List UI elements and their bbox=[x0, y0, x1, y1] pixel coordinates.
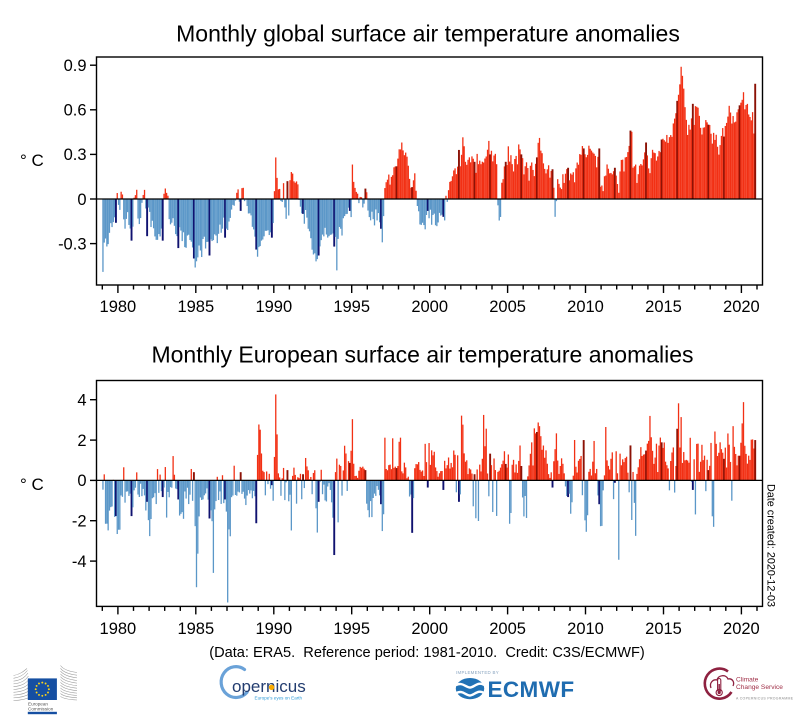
svg-text:0: 0 bbox=[77, 472, 86, 490]
svg-text:0: 0 bbox=[77, 191, 86, 209]
svg-text:2015: 2015 bbox=[645, 298, 682, 316]
svg-text:Climate: Climate bbox=[736, 677, 759, 684]
svg-text:2000: 2000 bbox=[411, 620, 448, 638]
svg-text:2010: 2010 bbox=[567, 298, 604, 316]
svg-text:IMPLEMENTED BY: IMPLEMENTED BY bbox=[456, 670, 499, 675]
svg-text:2005: 2005 bbox=[489, 620, 526, 638]
svg-text:1995: 1995 bbox=[333, 620, 370, 638]
svg-text:-0.3: -0.3 bbox=[58, 235, 86, 253]
svg-text:Commission: Commission bbox=[28, 707, 54, 712]
svg-text:1985: 1985 bbox=[177, 620, 214, 638]
svg-text:0.6: 0.6 bbox=[64, 102, 87, 120]
svg-text:2020: 2020 bbox=[723, 620, 760, 638]
svg-text:2020: 2020 bbox=[723, 298, 760, 316]
svg-text:1990: 1990 bbox=[255, 620, 292, 638]
svg-text:opernicus: opernicus bbox=[232, 677, 306, 696]
svg-text:Date created: 2020-12-03: Date created: 2020-12-03 bbox=[765, 484, 777, 607]
svg-text:European: European bbox=[28, 702, 48, 707]
svg-text:0.9: 0.9 bbox=[64, 57, 87, 75]
svg-text:1990: 1990 bbox=[255, 298, 292, 316]
svg-text:Change Service: Change Service bbox=[736, 684, 783, 691]
svg-text:1985: 1985 bbox=[177, 298, 214, 316]
svg-text:2015: 2015 bbox=[645, 620, 682, 638]
svg-text:Europe's eyes on Earth: Europe's eyes on Earth bbox=[255, 695, 303, 700]
svg-text:1980: 1980 bbox=[100, 620, 137, 638]
svg-text:ECMWF: ECMWF bbox=[488, 677, 575, 702]
svg-text:-4: -4 bbox=[72, 553, 87, 571]
svg-text:Monthly European surface air t: Monthly European surface air temperature… bbox=[151, 342, 693, 368]
svg-text:4: 4 bbox=[77, 392, 86, 410]
svg-text:2010: 2010 bbox=[567, 620, 604, 638]
svg-text:2: 2 bbox=[77, 432, 86, 450]
svg-text:° C: ° C bbox=[20, 475, 44, 494]
svg-text:A COPERNICUS PROGRAMME: A COPERNICUS PROGRAMME bbox=[736, 697, 794, 701]
svg-text:1995: 1995 bbox=[333, 298, 370, 316]
svg-text:Monthly global surface air tem: Monthly global surface air temperature a… bbox=[176, 21, 680, 47]
svg-text:2000: 2000 bbox=[411, 298, 448, 316]
svg-text:-2: -2 bbox=[72, 513, 87, 531]
svg-text:0.3: 0.3 bbox=[64, 146, 87, 164]
svg-text:1980: 1980 bbox=[100, 298, 137, 316]
svg-text:2005: 2005 bbox=[489, 298, 526, 316]
svg-text:(Data: ERA5. Reference period: (Data: ERA5. Reference period: 1981-2010… bbox=[209, 645, 645, 661]
svg-text:° C: ° C bbox=[20, 151, 44, 170]
